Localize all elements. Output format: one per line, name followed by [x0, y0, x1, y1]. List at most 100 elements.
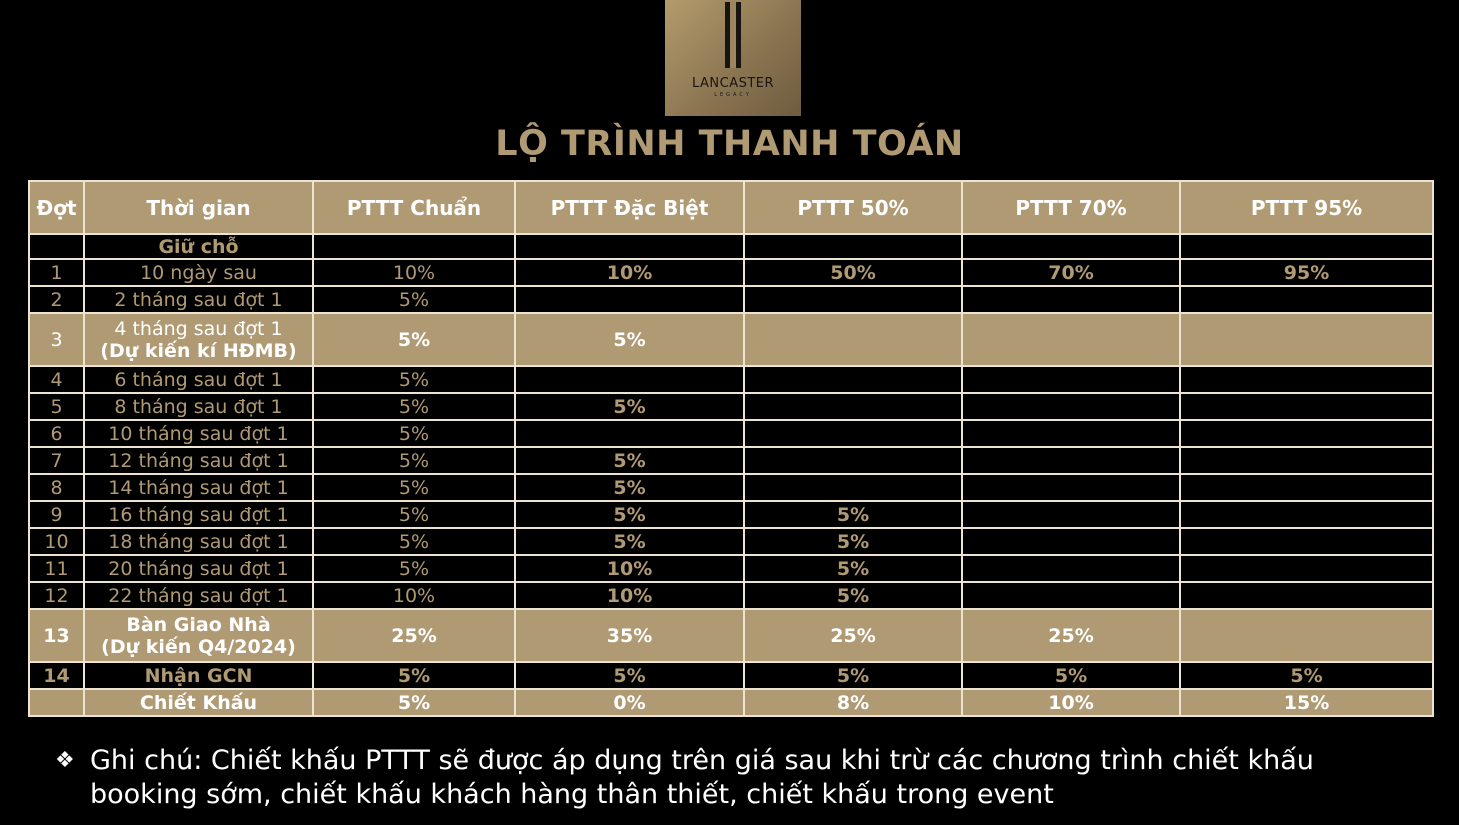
cell-plan-1: 5% — [312, 473, 516, 502]
cell-plan-5: 95% — [1179, 258, 1434, 287]
header-time: Thời gian — [83, 180, 314, 235]
cell-plan-5: 5% — [1179, 661, 1434, 690]
cell-time-line: 16 tháng sau đợt 1 — [108, 503, 289, 526]
table-row: 13 Bàn Giao Nhà (Dự kiến Q4/2024) 25% 35% 25%… — [28, 608, 1434, 663]
cell-plan-4 — [961, 233, 1181, 260]
cell-plan-4 — [961, 285, 1181, 314]
cell-dot: 4 — [28, 365, 85, 394]
cell-dot: 3 — [28, 312, 85, 367]
footnote: ❖ Ghi chú: Chiết khấu PTTT sẽ được áp dụ… — [55, 744, 1435, 812]
cell-time-line: 18 tháng sau đợt 1 — [108, 530, 289, 553]
header-dot: Đợt — [28, 180, 85, 235]
cell-plan-3: 5% — [743, 527, 963, 556]
header-special: PTTT Đặc Biệt — [514, 180, 745, 235]
cell-time-line: 22 tháng sau đợt 1 — [108, 584, 289, 607]
header-70: PTTT 70% — [961, 180, 1181, 235]
cell-plan-2: 5% — [514, 661, 745, 690]
cell-plan-4 — [961, 446, 1181, 475]
cell-plan-5 — [1179, 365, 1434, 394]
table-row: 11 20 tháng sau đợt 1 5% 10% 5% — [28, 554, 1434, 583]
cell-time-note: (Dự kiến Q4/2024) — [101, 635, 296, 658]
cell-dot: 14 — [28, 661, 85, 690]
cell-plan-3: 5% — [743, 554, 963, 583]
cell-plan-5 — [1179, 285, 1434, 314]
cell-plan-3 — [743, 392, 963, 421]
cell-time: 10 tháng sau đợt 1 — [83, 419, 314, 448]
cell-plan-5 — [1179, 527, 1434, 556]
payment-schedule-table: Đợt Thời gian PTTT Chuẩn PTTT Đặc Biệt P… — [28, 180, 1434, 717]
table-row: 14 Nhận GCN 5% 5% 5% 5% 5% — [28, 661, 1434, 690]
cell-plan-4 — [961, 365, 1181, 394]
table-row: 8 14 tháng sau đợt 1 5% 5% — [28, 473, 1434, 502]
cell-plan-2 — [514, 285, 745, 314]
cell-time-line: 4 tháng sau đợt 1 — [114, 317, 283, 340]
cell-time-line: 10 tháng sau đợt 1 — [108, 422, 289, 445]
table-row: 4 6 tháng sau đợt 1 5% — [28, 365, 1434, 394]
cell-plan-4 — [961, 500, 1181, 529]
cell-plan-5: 15% — [1179, 688, 1434, 717]
cell-plan-4: 25% — [961, 608, 1181, 663]
table-header-row: Đợt Thời gian PTTT Chuẩn PTTT Đặc Biệt P… — [28, 180, 1434, 235]
cell-dot: 11 — [28, 554, 85, 583]
cell-plan-2 — [514, 365, 745, 394]
cell-dot: 2 — [28, 285, 85, 314]
cell-time: 12 tháng sau đợt 1 — [83, 446, 314, 475]
cell-plan-4: 70% — [961, 258, 1181, 287]
table-row: 2 2 tháng sau đợt 1 5% — [28, 285, 1434, 314]
cell-plan-4 — [961, 527, 1181, 556]
cell-plan-3 — [743, 365, 963, 394]
lancaster-logo: LANCASTER LEGACY — [665, 0, 801, 116]
cell-time-line: Nhận GCN — [144, 664, 253, 687]
cell-plan-3 — [743, 285, 963, 314]
header-standard: PTTT Chuẩn — [312, 180, 516, 235]
cell-time: Giữ chỗ — [83, 233, 314, 260]
table-row: 12 22 tháng sau đợt 1 10% 10% 5% — [28, 581, 1434, 610]
cell-plan-5 — [1179, 419, 1434, 448]
table-row: Chiết Khấu 5% 0% 8% 10% 15% — [28, 688, 1434, 717]
cell-dot: 9 — [28, 500, 85, 529]
table-row: Giữ chỗ — [28, 233, 1434, 260]
cell-plan-5 — [1179, 554, 1434, 583]
cell-time: 14 tháng sau đợt 1 — [83, 473, 314, 502]
cell-plan-2: 0% — [514, 688, 745, 717]
cell-plan-1: 5% — [312, 527, 516, 556]
cell-time-line: Bàn Giao Nhà — [126, 613, 271, 636]
cell-plan-3: 5% — [743, 661, 963, 690]
cell-plan-3: 50% — [743, 258, 963, 287]
cell-time-line: 10 ngày sau — [140, 261, 257, 284]
table-row: 1 10 ngày sau 10% 10% 50% 70% 95% — [28, 258, 1434, 287]
cell-time: 18 tháng sau đợt 1 — [83, 527, 314, 556]
cell-plan-2: 5% — [514, 473, 745, 502]
table-row: 6 10 tháng sau đợt 1 5% — [28, 419, 1434, 448]
cell-plan-5 — [1179, 233, 1434, 260]
cell-plan-1: 5% — [312, 554, 516, 583]
cell-plan-2: 5% — [514, 392, 745, 421]
cell-time: 20 tháng sau đợt 1 — [83, 554, 314, 583]
cell-plan-1: 25% — [312, 608, 516, 663]
cell-plan-4 — [961, 419, 1181, 448]
cell-plan-2: 5% — [514, 500, 745, 529]
cell-plan-1: 5% — [312, 688, 516, 717]
cell-time: Nhận GCN — [83, 661, 314, 690]
logo-brand-text: LANCASTER — [691, 76, 775, 91]
logo-mark-icon — [725, 2, 741, 68]
cell-plan-1: 5% — [312, 500, 516, 529]
cell-plan-5 — [1179, 581, 1434, 610]
cell-plan-3 — [743, 446, 963, 475]
cell-time: 4 tháng sau đợt 1 (Dự kiến kí HĐMB) — [83, 312, 314, 367]
cell-plan-5 — [1179, 392, 1434, 421]
table-row: 7 12 tháng sau đợt 1 5% 5% — [28, 446, 1434, 475]
logo-sub-text: LEGACY — [714, 92, 752, 98]
cell-plan-3: 25% — [743, 608, 963, 663]
table-row: 9 16 tháng sau đợt 1 5% 5% 5% — [28, 500, 1434, 529]
cell-plan-4 — [961, 473, 1181, 502]
cell-dot: 5 — [28, 392, 85, 421]
cell-time: 2 tháng sau đợt 1 — [83, 285, 314, 314]
cell-plan-3 — [743, 473, 963, 502]
diamond-bullet-icon: ❖ — [55, 748, 75, 773]
cell-plan-4: 5% — [961, 661, 1181, 690]
cell-dot — [28, 233, 85, 260]
cell-time-line: 14 tháng sau đợt 1 — [108, 476, 289, 499]
cell-time-line: Chiết Khấu — [139, 691, 258, 714]
